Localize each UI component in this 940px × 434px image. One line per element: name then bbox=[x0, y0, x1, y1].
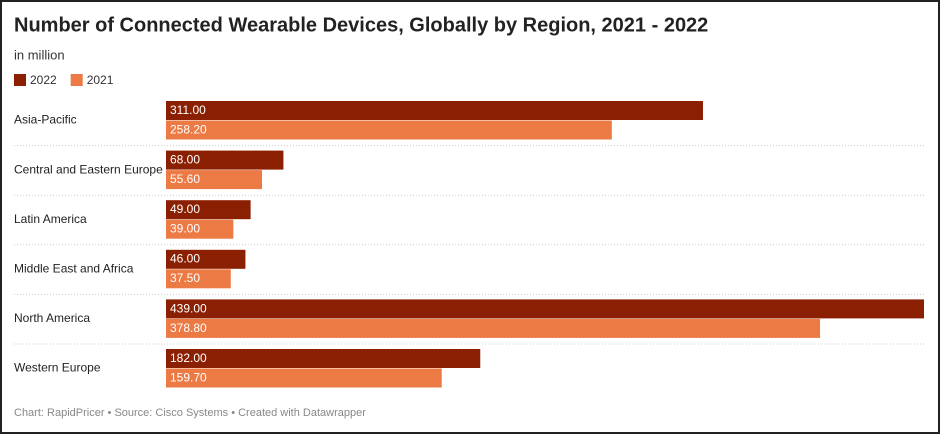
legend-label: 2021 bbox=[87, 73, 114, 87]
value-label: 311.00 bbox=[170, 103, 206, 117]
bar bbox=[166, 318, 821, 338]
value-label: 39.00 bbox=[170, 222, 200, 236]
bar bbox=[166, 200, 251, 220]
category-label: Middle East and Africa bbox=[14, 261, 134, 275]
legend-swatch bbox=[70, 74, 83, 86]
footer: Chart: RapidPricer • Source: Cisco Syste… bbox=[14, 407, 366, 419]
bar bbox=[166, 101, 703, 120]
category-label: Latin America bbox=[14, 212, 87, 226]
category-label: Asia-Pacific bbox=[14, 113, 77, 127]
bar bbox=[166, 170, 263, 190]
value-label: 68.00 bbox=[170, 153, 200, 167]
category-label: Central and Eastern Europe bbox=[14, 162, 163, 176]
bar bbox=[166, 299, 924, 319]
bar bbox=[166, 219, 234, 239]
value-label: 49.00 bbox=[170, 202, 200, 216]
value-label: 182.00 bbox=[170, 351, 207, 365]
bar bbox=[166, 120, 612, 140]
chart-subtitle: in million bbox=[14, 47, 65, 62]
value-label: 37.50 bbox=[170, 271, 200, 285]
bar bbox=[166, 368, 442, 388]
bar bbox=[166, 150, 284, 170]
bar bbox=[166, 269, 231, 289]
bar bbox=[166, 349, 481, 368]
value-label: 378.80 bbox=[170, 321, 207, 335]
value-label: 55.60 bbox=[170, 172, 200, 186]
category-label: Western Europe bbox=[14, 361, 101, 375]
bar bbox=[166, 249, 246, 269]
value-label: 46.00 bbox=[170, 252, 200, 266]
legend-label: 2022 bbox=[30, 73, 57, 87]
value-label: 159.70 bbox=[170, 370, 207, 384]
value-label: 439.00 bbox=[170, 301, 207, 315]
chart-title: Number of Connected Wearable Devices, Gl… bbox=[14, 14, 708, 36]
legend-swatch bbox=[14, 74, 26, 86]
value-label: 258.20 bbox=[170, 122, 207, 136]
category-label: North America bbox=[14, 311, 90, 325]
